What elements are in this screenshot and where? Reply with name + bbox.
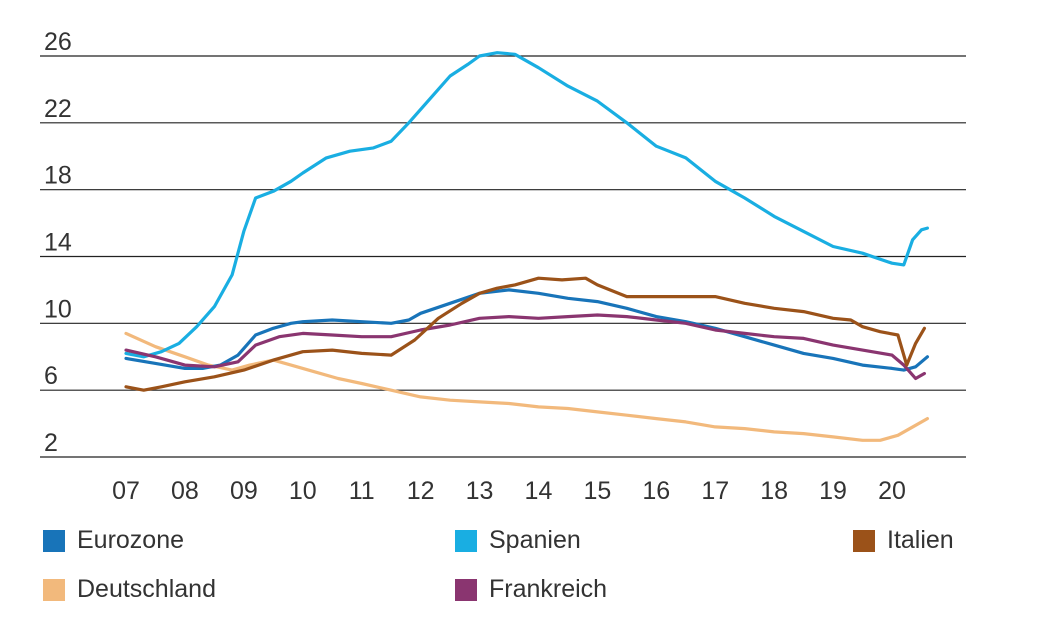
legend-item-deutschland: Deutschland — [43, 575, 216, 604]
x-tick-label: 10 — [289, 477, 317, 505]
legend-swatch-italien — [853, 529, 875, 552]
series-line-italien — [124, 276, 927, 392]
x-tick-label: 13 — [466, 477, 494, 505]
series-line-eurozone — [124, 288, 930, 372]
x-tick-label: 12 — [407, 477, 435, 505]
legend-swatch-spanien — [455, 529, 477, 552]
series-line-spanien — [124, 51, 930, 359]
y-tick-label: 18 — [44, 162, 72, 190]
legend-label: Eurozone — [77, 526, 185, 554]
legend: Eurozone Spanien Italien Deutschland Fra… — [0, 518, 1038, 617]
x-tick-label: 07 — [112, 477, 140, 505]
y-tick-label: 22 — [44, 95, 72, 123]
legend-label: Frankreich — [489, 575, 608, 603]
x-tick-label: 08 — [171, 477, 199, 505]
x-tick-label: 19 — [819, 477, 847, 505]
legend-item-frankreich: Frankreich — [455, 575, 607, 604]
legend-swatch-frankreich — [455, 578, 477, 601]
legend-item-spanien: Spanien — [455, 526, 581, 555]
series-lines — [124, 51, 930, 442]
x-tick-label: 18 — [760, 477, 788, 505]
gridlines — [40, 55, 966, 458]
y-tick-label: 6 — [44, 362, 58, 390]
legend-label: Spanien — [489, 526, 581, 554]
x-axis-ticks: 07 08 09 10 11 12 13 14 15 16 17 18 19 20 — [112, 477, 906, 505]
x-tick-label: 16 — [642, 477, 670, 505]
series-line-deutschland — [124, 331, 930, 442]
legend-label: Italien — [887, 526, 954, 554]
legend-swatch-deutschland — [43, 578, 65, 601]
legend-item-eurozone: Eurozone — [43, 526, 184, 555]
x-tick-label: 17 — [701, 477, 729, 505]
series-line-frankreich — [124, 313, 927, 381]
x-tick-label: 20 — [878, 477, 906, 505]
legend-item-italien: Italien — [853, 526, 954, 555]
y-tick-label: 2 — [44, 429, 58, 457]
x-tick-label: 14 — [525, 477, 553, 505]
x-tick-label: 09 — [230, 477, 258, 505]
legend-swatch-eurozone — [43, 529, 65, 552]
legend-label: Deutschland — [77, 575, 216, 603]
x-tick-label: 15 — [583, 477, 611, 505]
y-tick-label: 10 — [44, 295, 72, 323]
y-tick-label: 26 — [44, 28, 72, 56]
y-tick-label: 14 — [44, 229, 72, 257]
x-tick-label: 11 — [349, 477, 375, 505]
